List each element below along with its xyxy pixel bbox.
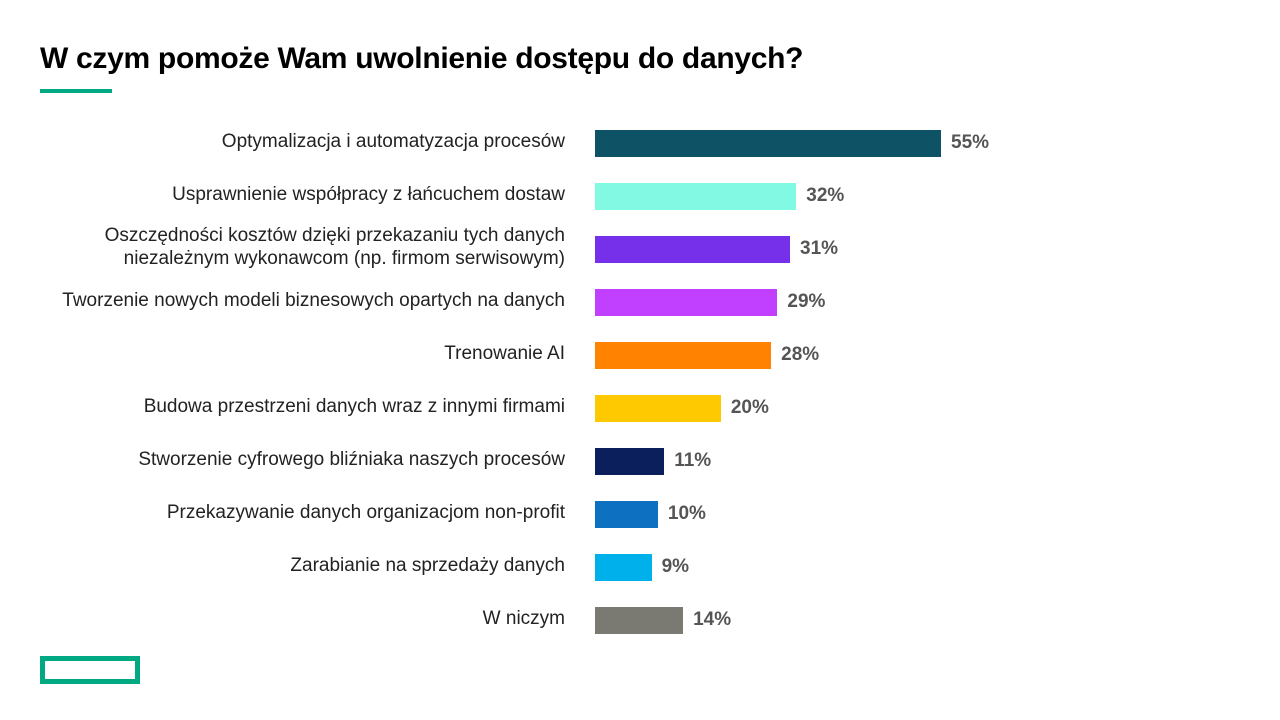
category-label: Usprawnienie współpracy z łańcuchem dost… [172, 183, 565, 205]
category-label: Stworzenie cyfrowego bliźniaka naszych p… [138, 448, 565, 470]
bar [595, 341, 772, 369]
category-label: Optymalizacja i automatyzacja procesów [221, 130, 565, 152]
bar [595, 394, 721, 422]
bar [595, 235, 791, 263]
bar [595, 553, 652, 581]
value-label: 55% [951, 132, 990, 153]
category-label: Tworzenie nowych modeli biznesowych opar… [62, 289, 565, 311]
category-label: Oszczędności kosztów dzięki przekazaniu … [104, 225, 565, 269]
bar [595, 129, 941, 157]
logo [40, 656, 140, 684]
value-label: 31% [800, 238, 839, 259]
bar [595, 447, 665, 475]
bar [595, 500, 658, 528]
bar [595, 288, 778, 316]
bar [595, 182, 797, 210]
value-label: 11% [674, 450, 712, 471]
value-label: 20% [730, 397, 769, 418]
category-label: W niczym [482, 607, 565, 629]
category-label: Trenowanie AI [444, 342, 565, 364]
value-label: 10% [667, 503, 706, 524]
value-label: 32% [806, 185, 845, 206]
bar [595, 606, 684, 634]
value-label: 14% [693, 609, 732, 630]
value-label: 29% [787, 291, 826, 312]
value-label: 9% [661, 556, 690, 577]
chart-title: W czym pomoże Wam uwolnienie dostępu do … [40, 42, 804, 75]
category-label: Zarabianie na sprzedaży danych [290, 554, 565, 576]
category-label: Przekazywanie danych organizacjom non-pr… [166, 501, 565, 523]
category-label: Budowa przestrzeni danych wraz z innymi … [143, 395, 565, 417]
value-label: 28% [781, 344, 820, 365]
title-accent [40, 89, 112, 93]
